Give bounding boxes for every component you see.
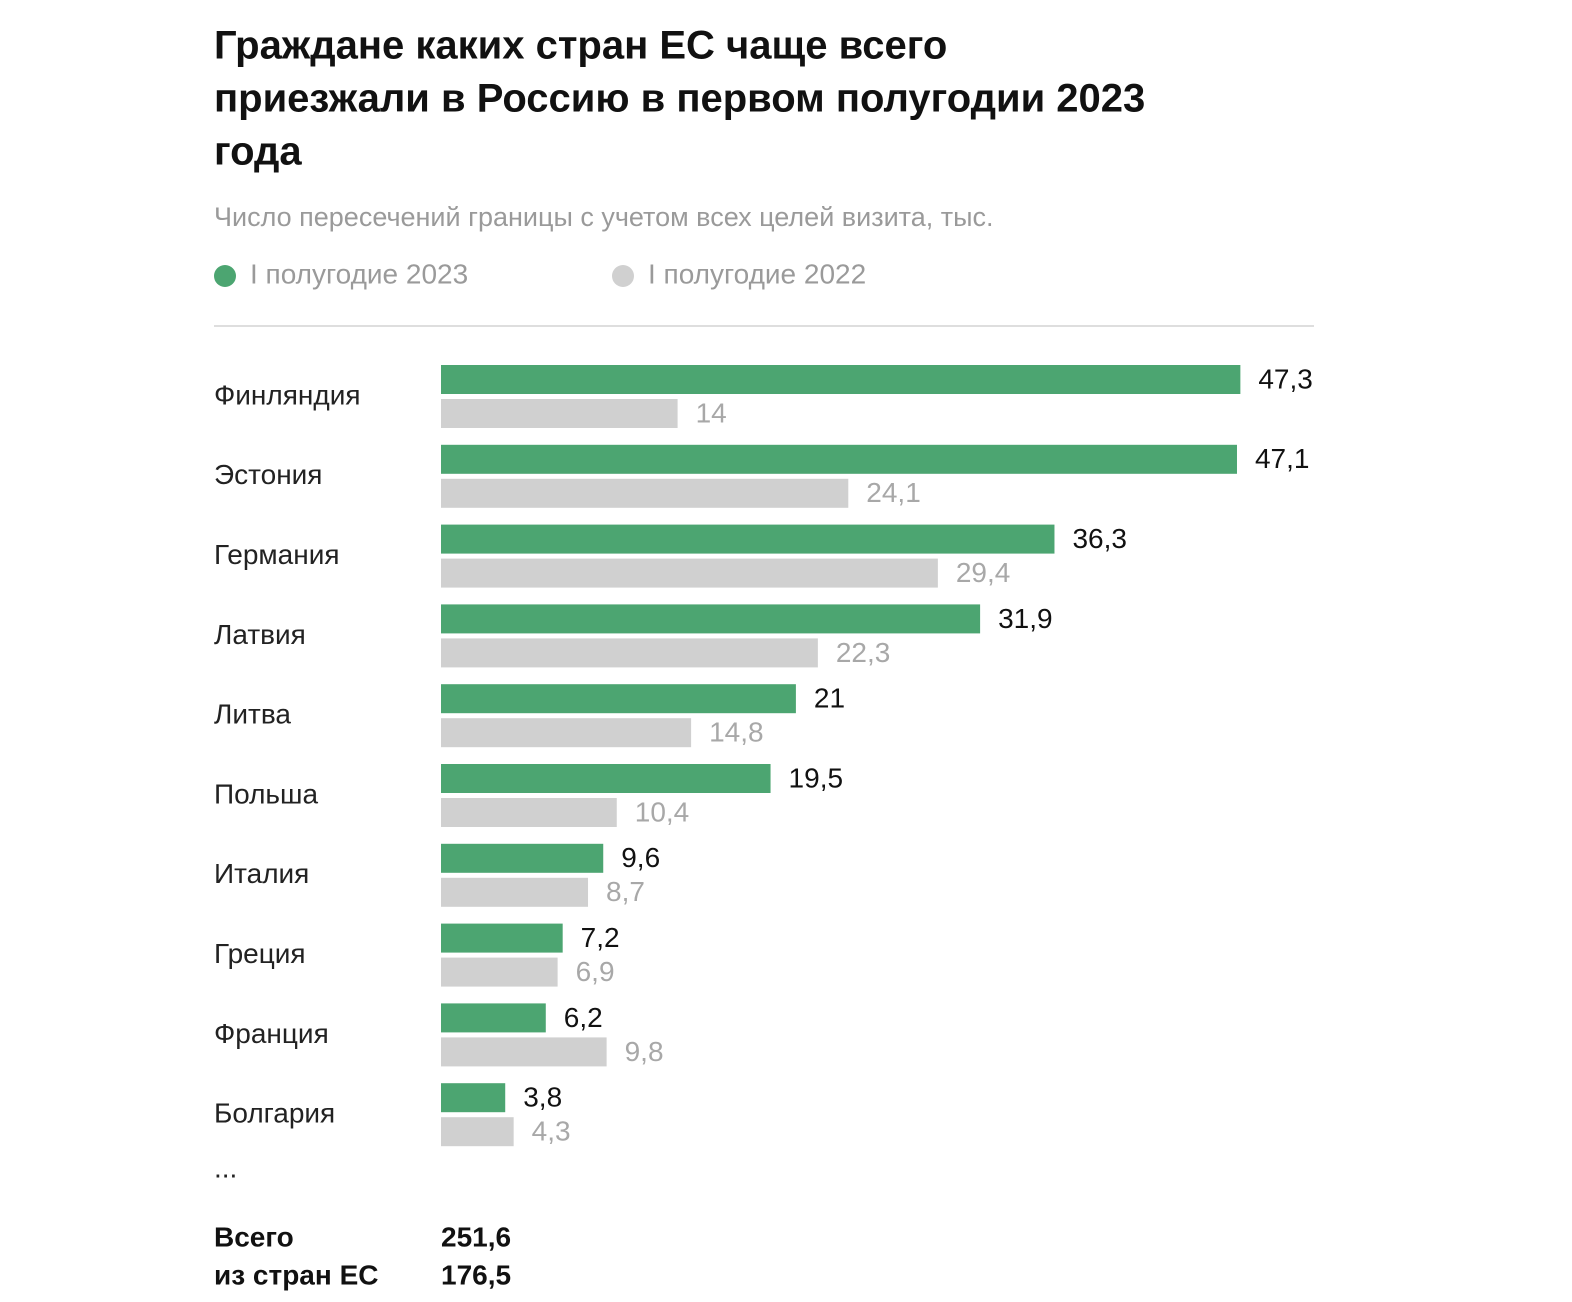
bar [441,843,604,873]
total-value: 176,5 [441,1259,511,1290]
value-label: 6,2 [564,1002,603,1033]
category-label: Греция [214,938,306,969]
category-label: Болгария [214,1098,335,1129]
bar [441,923,563,953]
bar [441,1003,546,1033]
category-label: Литва [214,699,291,730]
bar [441,524,1055,554]
category-label: Германия [214,539,340,570]
category-label: Франция [214,1018,329,1049]
value-label: 6,9 [576,956,615,987]
bar [441,957,558,987]
bar [441,558,938,588]
value-label: 36,3 [1072,523,1127,554]
value-label: 14 [696,397,727,428]
bar [441,1083,506,1113]
bar [441,877,589,907]
value-label: 29,4 [956,557,1011,588]
value-label: 19,5 [789,762,844,793]
value-label: 24,1 [866,477,921,508]
category-label: Эстония [214,459,322,490]
chart-title: Граждане каких стран ЕС чаще всего [214,24,947,68]
ellipsis: ... [214,1152,237,1183]
chart-subtitle: Число пересечений границы с учетом всех … [214,202,994,232]
total-value: 251,6 [441,1221,511,1252]
value-label: 47,3 [1258,363,1313,394]
legend-swatch [214,265,236,287]
bar [441,798,617,827]
bar [441,684,796,714]
bar [441,638,818,668]
bar [441,1037,607,1067]
category-label: Польша [214,778,318,809]
value-label: 8,7 [606,876,645,907]
value-label: 10,4 [635,796,690,827]
legend-label: I полугодие 2022 [648,258,866,289]
legend-swatch [612,265,634,287]
value-label: 21 [814,683,845,714]
bar [441,365,1241,394]
bar [441,764,771,793]
value-label: 9,8 [625,1036,664,1067]
total-name: Всего [214,1221,294,1252]
bar [441,399,678,428]
category-label: Италия [214,858,309,889]
chart-title: года [214,130,302,174]
value-label: 7,2 [581,922,620,953]
legend-label: I полугодие 2023 [250,258,468,289]
bar [441,604,981,634]
bar [441,478,849,508]
value-label: 9,6 [621,842,660,873]
value-label: 31,9 [998,603,1053,634]
value-label: 47,1 [1255,443,1310,474]
value-label: 22,3 [836,637,891,668]
category-label: Финляндия [214,379,361,410]
value-label: 14,8 [709,717,764,748]
bar [441,1117,514,1147]
bar [441,444,1237,474]
total-name: из стран ЕС [214,1259,378,1290]
bar [441,718,692,748]
value-label: 4,3 [532,1116,571,1147]
chart-title: приезжали в Россию в первом полугодии 20… [214,77,1145,121]
value-label: 3,8 [523,1082,562,1113]
category-label: Латвия [214,619,306,650]
